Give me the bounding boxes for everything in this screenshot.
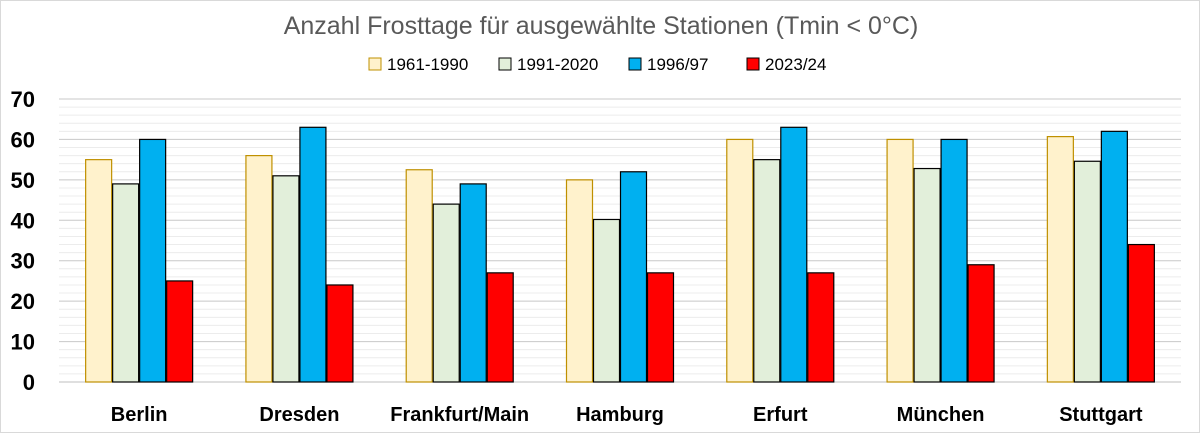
bar-1996-97-m-nchen [940,138,968,383]
x-tick-label: München [897,404,985,426]
bar-1961-1990-stuttgart [1046,135,1074,383]
bar-1961-1990-m-nchen [886,138,914,383]
bar-1991-2020-berlin [112,183,140,383]
bar-1961-1990-berlin [85,159,113,383]
bar-1991-2020-stuttgart [1073,160,1101,383]
y-tick-label: 20 [11,289,35,314]
bar-2023-24-stuttgart [1127,243,1155,383]
x-tick-label: Berlin [111,404,168,426]
legend: 1961-1990 1991-2020 1996/97 2023/24 [368,55,826,74]
bar-1996-97-berlin [139,138,167,383]
bar-1996-97-hamburg [619,171,648,383]
bar-1961-1990-dresden [245,155,273,383]
bar-1996-97-stuttgart [1100,130,1128,383]
bar-2023-24-hamburg [646,272,675,383]
legend-swatch [498,57,512,71]
legend-swatch [368,57,382,71]
bar-2023-24-dresden [326,284,354,383]
bar-1961-1990-frankfurt-main [405,169,433,383]
x-tick-label: Erfurt [753,404,808,426]
legend-item: 2023/24 [746,55,826,74]
bar-1991-2020-dresden [272,175,300,383]
legend-swatch [746,57,760,71]
y-tick-label: 70 [11,87,35,112]
legend-item: 1996/97 [628,55,708,74]
bar-2023-24-frankfurt-main [486,272,514,383]
y-tick-label: 60 [11,127,35,152]
y-tick-label: 40 [11,208,35,233]
legend-label: 1991-2020 [517,55,598,74]
axis-labels: Berlin Dresden Frankfurt/Main Hamburg Erfurt… [11,87,1143,426]
x-tick-label: Dresden [259,404,339,426]
bar-1991-2020-m-nchen [913,167,941,383]
legend-swatch [628,57,642,71]
y-tick-label: 30 [11,249,35,274]
bar-1991-2020-frankfurt-main [432,203,460,383]
chart-title: Anzahl Frosttage für ausgewählte Station… [284,12,919,40]
bar-2023-24-m-nchen [967,264,995,383]
y-tick-label: 0 [23,370,35,395]
x-tick-label: Stuttgart [1059,404,1143,426]
legend-item: 1961-1990 [368,55,468,74]
legend-label: 2023/24 [765,55,826,74]
bar-1996-97-dresden [299,126,327,383]
bar-1996-97-erfurt [780,126,808,383]
bar-2023-24-berlin [166,280,194,383]
y-tick-label: 10 [11,330,35,355]
x-tick-label: Hamburg [576,404,664,426]
legend-label: 1996/97 [647,55,708,74]
bar-1996-97-frankfurt-main [459,183,487,383]
y-tick-label: 50 [11,168,35,193]
bar-1991-2020-erfurt [753,159,781,383]
bar-1991-2020-hamburg [592,218,621,383]
bar-2023-24-erfurt [807,272,835,383]
bar-1961-1990-hamburg [565,179,594,383]
x-tick-label: Frankfurt/Main [390,404,529,426]
bar-1961-1990-erfurt [726,138,754,383]
bar-series [85,126,1155,383]
legend-label: 1961-1990 [387,55,468,74]
legend-item: 1991-2020 [498,55,598,74]
